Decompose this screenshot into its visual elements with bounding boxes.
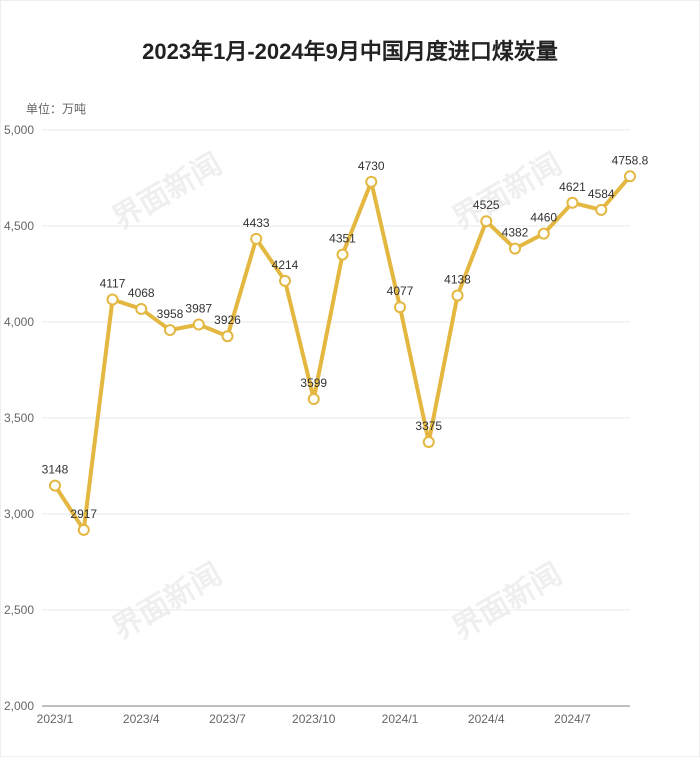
- y-tick-label: 5,000: [4, 123, 34, 137]
- data-point: [509, 242, 521, 255]
- data-point: [192, 318, 205, 331]
- x-tick-label: 2023/4: [123, 712, 160, 726]
- data-label: 4214: [272, 258, 299, 272]
- data-point: [135, 302, 148, 315]
- data-point: [164, 324, 176, 337]
- data-label: 4758.8: [612, 153, 649, 167]
- data-point: [250, 232, 263, 245]
- y-tick-label: 2,500: [4, 603, 34, 617]
- watermark-logo: 界面新闻: [107, 147, 227, 236]
- data-label: 3958: [157, 307, 184, 321]
- data-label: 4621: [559, 180, 586, 194]
- x-tick-label: 2024/4: [468, 712, 505, 726]
- unit-label: 单位：万吨: [26, 102, 87, 116]
- data-label: 4351: [329, 232, 356, 246]
- data-point: [624, 170, 636, 183]
- data-label: 4382: [502, 226, 529, 240]
- data-point: [221, 330, 234, 343]
- chart-title: 2023年1月-2024年9月中国月度进口煤炭量: [142, 39, 558, 64]
- x-tick-label: 2023/7: [209, 712, 246, 726]
- data-label: 4117: [100, 277, 126, 291]
- x-tick-label: 2024/1: [382, 712, 419, 726]
- data-point: [394, 301, 406, 314]
- data-label: 4460: [530, 211, 557, 225]
- y-tick-label: 2,000: [4, 699, 34, 713]
- data-label: 4525: [473, 198, 500, 212]
- data-label: 3987: [185, 301, 212, 315]
- data-label: 4730: [358, 159, 385, 173]
- watermark-logo: 界面新闻: [447, 557, 567, 646]
- y-tick-label: 4,000: [4, 315, 34, 329]
- data-label: 3375: [415, 419, 442, 433]
- data-point: [365, 175, 378, 188]
- data-point: [49, 479, 61, 492]
- y-tick-label: 4,500: [4, 219, 34, 233]
- data-label: 4138: [444, 273, 471, 287]
- x-tick-label: 2024/7: [554, 712, 591, 726]
- data-label: 4584: [588, 187, 615, 201]
- x-tick-label: 2023/10: [292, 712, 336, 726]
- y-tick-label: 3,500: [4, 411, 34, 425]
- data-label: 3926: [214, 313, 241, 327]
- data-label: 4433: [243, 216, 270, 230]
- data-label: 4068: [128, 286, 155, 300]
- data-point: [422, 436, 435, 448]
- data-label: 2917: [70, 507, 97, 521]
- y-tick-label: 3,000: [4, 507, 34, 521]
- data-label: 4077: [387, 284, 414, 298]
- data-point: [451, 289, 464, 302]
- data-point: [106, 293, 119, 306]
- x-tick-label: 2023/1: [37, 712, 74, 726]
- watermark-logo: 界面新闻: [107, 557, 227, 646]
- data-point: [566, 196, 579, 209]
- data-point: [480, 215, 493, 228]
- data-point: [77, 523, 90, 536]
- data-point: [336, 248, 349, 261]
- data-point: [595, 203, 608, 216]
- data-point: [537, 227, 550, 240]
- data-point: [307, 392, 320, 405]
- data-point: [279, 274, 291, 287]
- data-label: 3148: [42, 463, 69, 477]
- data-label: 3599: [300, 376, 327, 390]
